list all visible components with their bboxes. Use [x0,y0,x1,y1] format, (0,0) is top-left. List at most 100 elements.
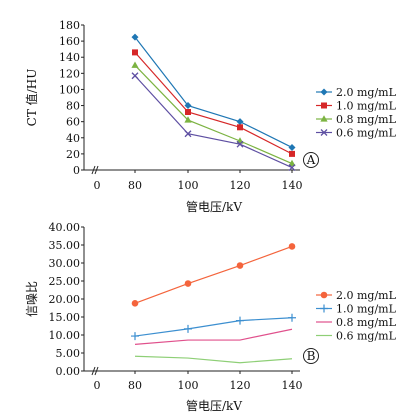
axis-break-mark [91,165,99,175]
legend-label: 0.6 mg/mL [336,330,397,343]
panel-label-circle [303,152,319,168]
data-point [184,102,192,110]
data-point [131,332,139,341]
data-point [237,124,243,131]
data-point [236,140,244,148]
legend-entry: 0.6 mg/mL [316,127,397,140]
legend-label: 0.8 mg/mL [336,316,397,329]
series-2 [134,328,293,345]
y-tick-label: 30.00 [49,257,81,270]
panel-label: B [307,349,316,363]
data-point [288,143,296,151]
x-tick-label: 80 [128,379,142,392]
chart-panel-B: 0.00 5.00 10.00 15.00 20.00 25.00 30.00 35.00 40… [25,221,397,413]
legend-label: 0.6 mg/mL [336,127,397,140]
y-axis-title: 信噪比 [25,281,39,317]
y-tick-label: 100 [59,83,80,96]
series-0 [131,33,296,151]
series-line [134,64,293,165]
data-point [131,61,139,68]
y-tick-label: 20 [66,148,80,161]
y-axis-title: CT 值/HU [24,69,39,127]
x-tick-label: 100 [178,379,199,392]
legend-entry: 0.8 mg/mL [316,113,397,126]
series-0 [131,243,296,307]
series-1 [132,49,295,157]
legend-marker [320,291,328,299]
data-point [184,116,192,123]
data-point [288,159,296,167]
legend-entry: 0.6 mg/mL [316,330,397,343]
legend-label: 1.0 mg/mL [336,100,397,113]
x-tick-label: 100 [178,179,199,192]
data-point [131,72,139,80]
series-3 [134,355,293,364]
y-tick-label: 0.00 [56,365,81,378]
data-point [236,262,244,269]
panel-label: A [306,153,316,167]
y-tick-label: 120 [59,67,80,80]
x-tick-label: 120 [230,379,251,392]
legend-label: 2.0 mg/mL [336,86,397,99]
x-tick-label: 120 [230,179,251,192]
data-point [132,49,138,56]
x-axis-title: 管电压/kV [186,398,242,413]
y-tick-label: 35.00 [49,239,81,252]
data-point [131,33,139,41]
data-point [288,243,296,250]
series-line [134,317,293,337]
legend-label: 2.0 mg/mL [336,289,397,302]
series-line [134,51,293,155]
y-tick-label: 15.00 [49,311,81,324]
legend-marker [320,88,328,96]
data-point [288,313,296,322]
y-tick-label: 40 [66,132,80,145]
y-tick-label: 140 [59,51,80,64]
data-point [289,150,295,157]
y-tick-label: 160 [59,35,80,48]
x-tick-label: 0 [94,379,101,392]
legend-entry: 1.0 mg/mL [316,303,397,316]
x-tick-label: 80 [128,179,142,192]
panel-label-circle [303,348,319,364]
legend-marker [321,102,327,109]
x-tick-label: 140 [282,379,303,392]
series-line [134,36,293,148]
data-point [184,130,192,138]
chart-panel-A: 0 20 40 60 80 100 120 140 160 180 0 80 100 120 140 管电压/… [24,19,397,214]
legend-entry: 1.0 mg/mL [316,100,397,113]
data-point [131,300,139,307]
data-point [288,164,296,172]
legend-marker [320,129,328,136]
axis-break-mark [91,366,99,376]
series-line [134,75,293,169]
x-tick-label: 140 [282,179,303,192]
y-tick-label: 10.00 [49,329,81,342]
x-axis-title: 管电压/kV [186,199,242,214]
y-tick-label: 5.00 [56,347,81,360]
legend-marker [320,304,328,313]
data-point [184,324,192,333]
series-line [134,245,293,304]
series-line [134,328,293,345]
data-point [236,316,244,325]
x-tick-label: 0 [94,179,101,192]
data-point [185,109,191,115]
y-tick-label: 40.00 [49,221,81,234]
y-tick-label: 60 [66,116,80,129]
series-3 [131,72,296,172]
data-point [236,118,244,126]
y-tick-label: 180 [59,19,80,32]
y-tick-label: 20.00 [49,293,81,306]
series-line [134,355,293,364]
legend-label: 0.8 mg/mL [336,113,397,126]
y-tick-label: 0 [73,164,80,177]
series-1 [131,313,296,341]
legend-entry: 0.8 mg/mL [316,316,397,329]
y-tick-label: 25.00 [49,275,81,288]
legend-entry: 2.0 mg/mL [316,289,397,302]
data-point [184,280,192,287]
legend-marker [320,115,328,122]
legend-entry: 2.0 mg/mL [316,86,397,99]
